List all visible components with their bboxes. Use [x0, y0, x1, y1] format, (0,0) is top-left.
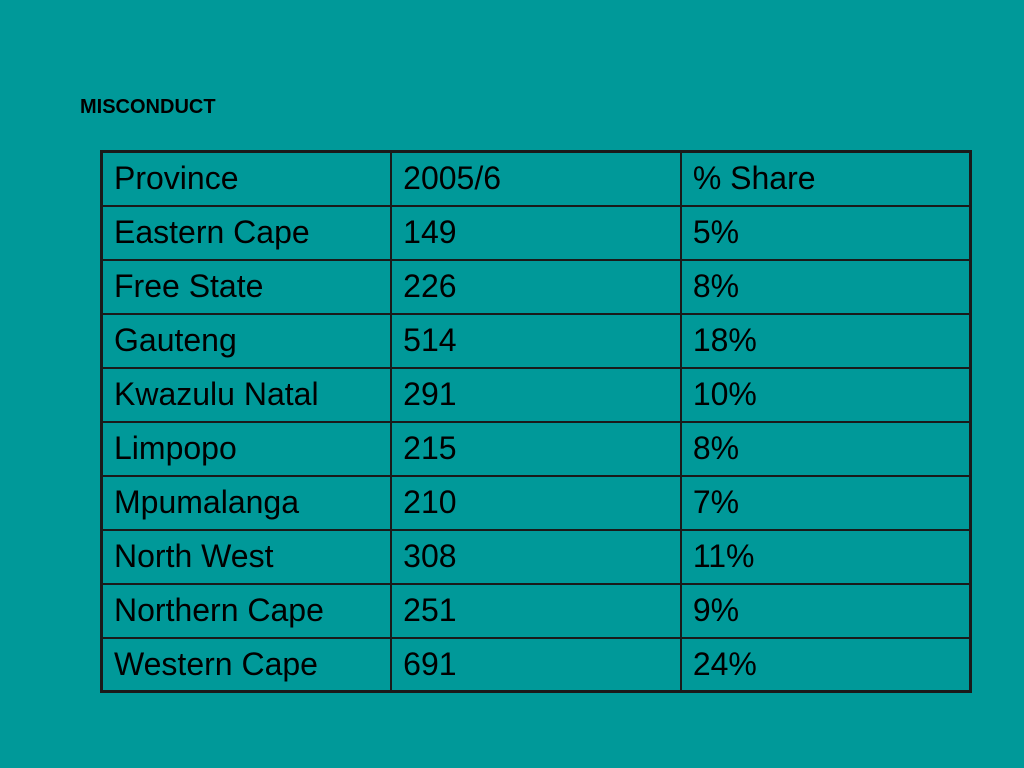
header-cell: Province: [100, 150, 393, 207]
table-cell: Gauteng: [100, 312, 393, 369]
table-cell: 514: [390, 312, 682, 369]
table-body: Province 2005/6% Share Eastern Cape 149 5% Fr…: [100, 150, 972, 693]
table-cell: 24%: [679, 636, 972, 693]
table-row: Gauteng 514 18%: [100, 312, 972, 369]
table-row: Eastern Cape 149 5%: [100, 204, 972, 261]
table-cell: North West: [100, 528, 393, 585]
table-cell: Northern Cape: [100, 582, 393, 639]
table-row: Kwazulu Natal 291 10%: [100, 366, 972, 423]
table-cell: 18%: [679, 312, 972, 369]
table-row: North West 308 11%: [100, 528, 972, 585]
table-cell: Limpopo: [100, 420, 393, 477]
table-cell: 210: [390, 474, 682, 531]
table-row: Free State 226 8%: [100, 258, 972, 315]
table-cell: Free State: [100, 258, 393, 315]
table-cell: 226: [390, 258, 682, 315]
table-cell: Mpumalanga: [100, 474, 393, 531]
table-cell: 215: [390, 420, 682, 477]
table-cell: 8%: [679, 420, 972, 477]
table-cell: 10%: [679, 366, 972, 423]
table-cell: 308: [390, 528, 682, 585]
table-row: Northern Cape 251 9%: [100, 582, 972, 639]
table-row: Mpumalanga 210 7%: [100, 474, 972, 531]
table-cell: Kwazulu Natal: [100, 366, 393, 423]
table-row: Limpopo 215 8%: [100, 420, 972, 477]
table-cell: Eastern Cape: [100, 204, 393, 261]
slide-title: MISCONDUCT: [80, 96, 216, 118]
data-table: Province 2005/6% Share Eastern Cape 149 5% Fr…: [100, 150, 972, 693]
header-cell: 2005/6: [390, 150, 682, 207]
table-cell: 8%: [679, 258, 972, 315]
table-row: Western Cape 691 24%: [100, 636, 972, 693]
table-cell: 7%: [679, 474, 972, 531]
table-cell: 149: [390, 204, 682, 261]
table-cell: 9%: [679, 582, 972, 639]
header-cell: % Share: [679, 150, 972, 207]
table-cell: 11%: [679, 528, 972, 585]
table-cell: 251: [390, 582, 682, 639]
header-row: Province 2005/6% Share: [100, 150, 972, 207]
table-cell: Western Cape: [100, 636, 393, 693]
table-cell: 691: [390, 636, 682, 693]
table-cell: 5%: [679, 204, 972, 261]
table-cell: 291: [390, 366, 682, 423]
